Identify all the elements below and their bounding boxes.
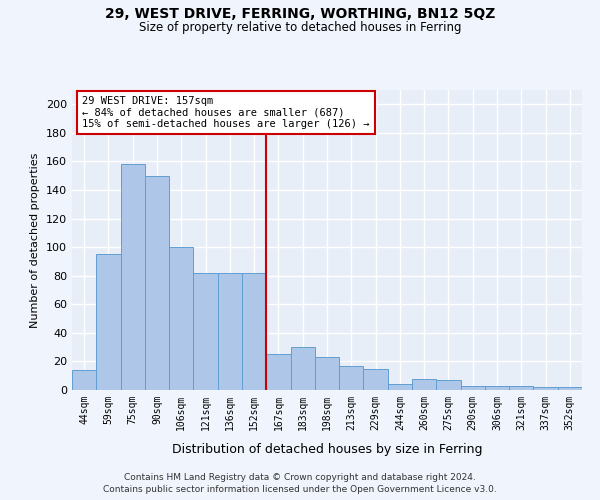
Bar (339, 366, 364, 390)
Bar (461, 386, 485, 390)
Bar (509, 386, 533, 390)
Bar (412, 378, 436, 390)
Bar (315, 357, 339, 390)
Bar (242, 273, 266, 390)
Bar (96, 254, 121, 390)
Bar (145, 176, 169, 390)
Text: Distribution of detached houses by size in Ferring: Distribution of detached houses by size … (172, 442, 482, 456)
Bar (218, 273, 242, 390)
Bar (533, 387, 558, 390)
Text: 29, WEST DRIVE, FERRING, WORTHING, BN12 5QZ: 29, WEST DRIVE, FERRING, WORTHING, BN12 … (105, 8, 495, 22)
Bar (169, 247, 193, 390)
Bar (436, 380, 461, 390)
Text: Contains public sector information licensed under the Open Government Licence v3: Contains public sector information licen… (103, 485, 497, 494)
Bar (558, 387, 582, 390)
Bar (485, 386, 509, 390)
Bar (266, 354, 290, 390)
Y-axis label: Number of detached properties: Number of detached properties (31, 152, 40, 328)
Bar (193, 273, 218, 390)
Bar (388, 384, 412, 390)
Text: 29 WEST DRIVE: 157sqm
← 84% of detached houses are smaller (687)
15% of semi-det: 29 WEST DRIVE: 157sqm ← 84% of detached … (82, 96, 370, 129)
Text: Size of property relative to detached houses in Ferring: Size of property relative to detached ho… (139, 21, 461, 34)
Bar (290, 347, 315, 390)
Text: Contains HM Land Registry data © Crown copyright and database right 2024.: Contains HM Land Registry data © Crown c… (124, 472, 476, 482)
Bar (121, 164, 145, 390)
Bar (72, 370, 96, 390)
Bar (364, 368, 388, 390)
